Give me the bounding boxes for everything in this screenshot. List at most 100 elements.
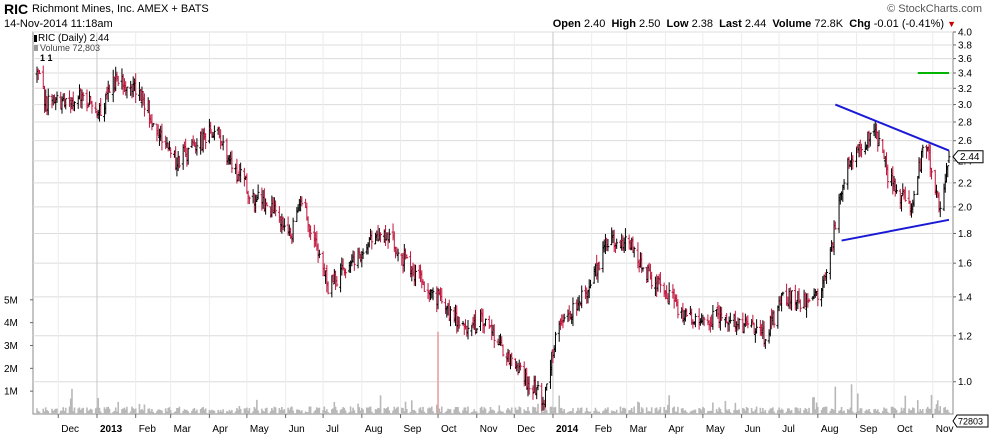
volume-bar (884, 408, 887, 414)
volume-bar (139, 410, 142, 414)
volume-bar (808, 407, 810, 414)
time-tick-label: Feb (139, 424, 157, 435)
volume-bar (567, 412, 569, 414)
high-label: High (611, 18, 636, 30)
volume-bar (708, 410, 710, 414)
volume-bar (234, 411, 237, 414)
volume-bar (719, 408, 722, 414)
volume-bar (868, 408, 870, 414)
volume-bar (620, 411, 623, 414)
volume-bar (562, 411, 564, 414)
volume-bar (278, 408, 281, 414)
volume-bar (524, 410, 527, 414)
time-tick-label: Dec (61, 424, 79, 435)
volume-bar (316, 407, 318, 414)
volume-bar (402, 408, 404, 414)
volume-bar (38, 411, 41, 414)
volume-bar (935, 404, 938, 414)
volume-bar (840, 407, 843, 414)
volume-bar (577, 407, 579, 414)
volume-bar (734, 402, 737, 414)
quote-datetime: 14-Nov-2014 11:18am (4, 18, 113, 30)
volume-bar (457, 407, 459, 414)
volume-bar (439, 411, 442, 414)
volume-bar (427, 408, 429, 414)
volume-bar (742, 407, 744, 414)
volume-bar (324, 410, 327, 414)
volume-bar (124, 409, 127, 414)
volume-bar (615, 409, 618, 414)
volume-bar (855, 412, 858, 414)
volume-bar (900, 407, 903, 414)
volume-bar (54, 408, 57, 414)
legend-marker: 1 1 (40, 53, 53, 63)
volume-bar (334, 406, 337, 414)
volume-bar (167, 407, 169, 414)
volume-bar (510, 407, 513, 414)
volume-value: 72.8K (814, 18, 844, 30)
volume-bar (448, 409, 451, 414)
volume-bar (833, 410, 835, 414)
volume-bar (99, 411, 102, 414)
chg-value: -0.01 (-0.41%) (873, 18, 945, 30)
volume-legend: Volume 72,803 (40, 43, 101, 53)
volume-bar (829, 410, 832, 414)
volume-bar (797, 408, 799, 414)
volume-bar (348, 412, 351, 414)
volume-bar (642, 408, 644, 414)
volume-bar (838, 411, 840, 414)
volume-bar (948, 412, 950, 414)
volume-bar (633, 406, 635, 414)
volume-bar (523, 409, 526, 414)
volume-bar (589, 411, 592, 414)
volume-bar (264, 408, 267, 414)
volume-bar (435, 404, 438, 414)
volume-bar (374, 409, 377, 414)
volume-bar (612, 411, 614, 414)
volume-bar (463, 407, 466, 414)
volume-bar (672, 407, 674, 414)
time-tick-label: Apr (668, 424, 684, 435)
volume-bar (881, 411, 884, 414)
volume-bar (79, 410, 82, 414)
volume-bar (148, 408, 151, 414)
volume-bar (473, 409, 476, 414)
volume-bar (703, 408, 705, 414)
volume-bar (779, 409, 782, 414)
volume-bar (116, 411, 118, 414)
volume-bar (419, 407, 422, 414)
volume-bar (254, 408, 257, 414)
time-tick-label: Aug (821, 424, 839, 435)
volume-bar (685, 412, 688, 414)
plot-frame (32, 31, 954, 415)
volume-bar (239, 408, 242, 414)
volume-bar (349, 406, 352, 414)
volume-bar (508, 409, 511, 414)
volume-bar (918, 411, 920, 414)
volume-bar (668, 395, 670, 414)
volume-bar (386, 407, 388, 414)
volume-bar (253, 406, 256, 414)
volume-bar (46, 409, 48, 414)
volume-bar (787, 408, 789, 414)
volume-bar (780, 408, 783, 414)
volume-bar (383, 408, 386, 414)
volume-bar (176, 407, 178, 414)
volume-bar (518, 406, 521, 414)
volume-bar (667, 404, 669, 414)
volume-bar (327, 412, 329, 414)
volume-bar (256, 399, 258, 414)
volume-bar (689, 411, 692, 414)
volume-bar (97, 398, 100, 414)
volume-bar (815, 402, 818, 414)
price-tick-label: 1.8 (958, 229, 972, 240)
volume-bar (36, 408, 38, 414)
volume-bar (147, 408, 149, 414)
volume-bar (44, 407, 47, 414)
volume-bar (161, 410, 163, 414)
volume-bar (246, 407, 248, 414)
volume-bar (73, 407, 76, 414)
volume-bar (336, 410, 338, 414)
volume-bar (309, 406, 312, 414)
volume-bar (859, 408, 862, 414)
